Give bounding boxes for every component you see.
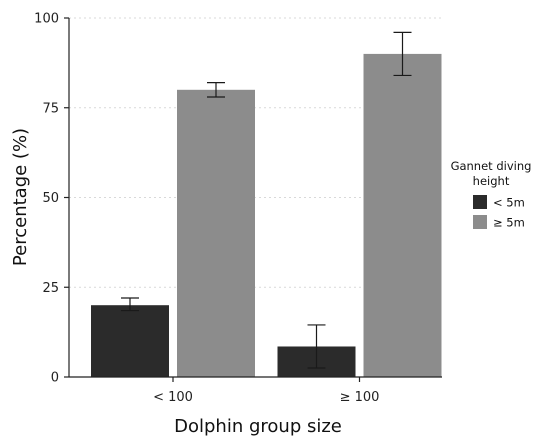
legend: Gannet diving height < 5m ≥ 5m	[451, 159, 532, 230]
y-tick-label: 100	[34, 12, 59, 27]
legend-title-line-2: height	[473, 174, 510, 188]
y-tick-label: 75	[42, 101, 59, 116]
legend-label-ge5m: ≥ 5m	[493, 216, 525, 230]
bars	[91, 53, 442, 378]
y-axis-title: Percentage (%)	[10, 128, 31, 266]
y-tick-label: 50	[42, 191, 59, 206]
bar-ge5m-1	[363, 53, 442, 378]
legend-swatch-lt5m	[473, 195, 487, 209]
x-tick-labels: < 100 ≥ 100	[153, 390, 379, 405]
x-tick-label: ≥ 100	[340, 390, 380, 405]
y-tick-labels: 0 25 50 75 100	[34, 12, 59, 386]
x-axis-title: Dolphin group size	[174, 416, 342, 437]
error-bars	[121, 31, 412, 369]
axes	[64, 17, 442, 382]
x-tick-label: < 100	[153, 390, 193, 405]
legend-swatch-ge5m	[473, 215, 487, 229]
legend-label-lt5m: < 5m	[493, 196, 525, 210]
y-tick-label: 25	[42, 281, 59, 296]
bar-lt5m-0	[91, 305, 169, 377]
y-tick-label: 0	[51, 371, 59, 386]
legend-title-line-1: Gannet diving	[451, 159, 532, 173]
bar-ge5m-0	[177, 89, 255, 378]
